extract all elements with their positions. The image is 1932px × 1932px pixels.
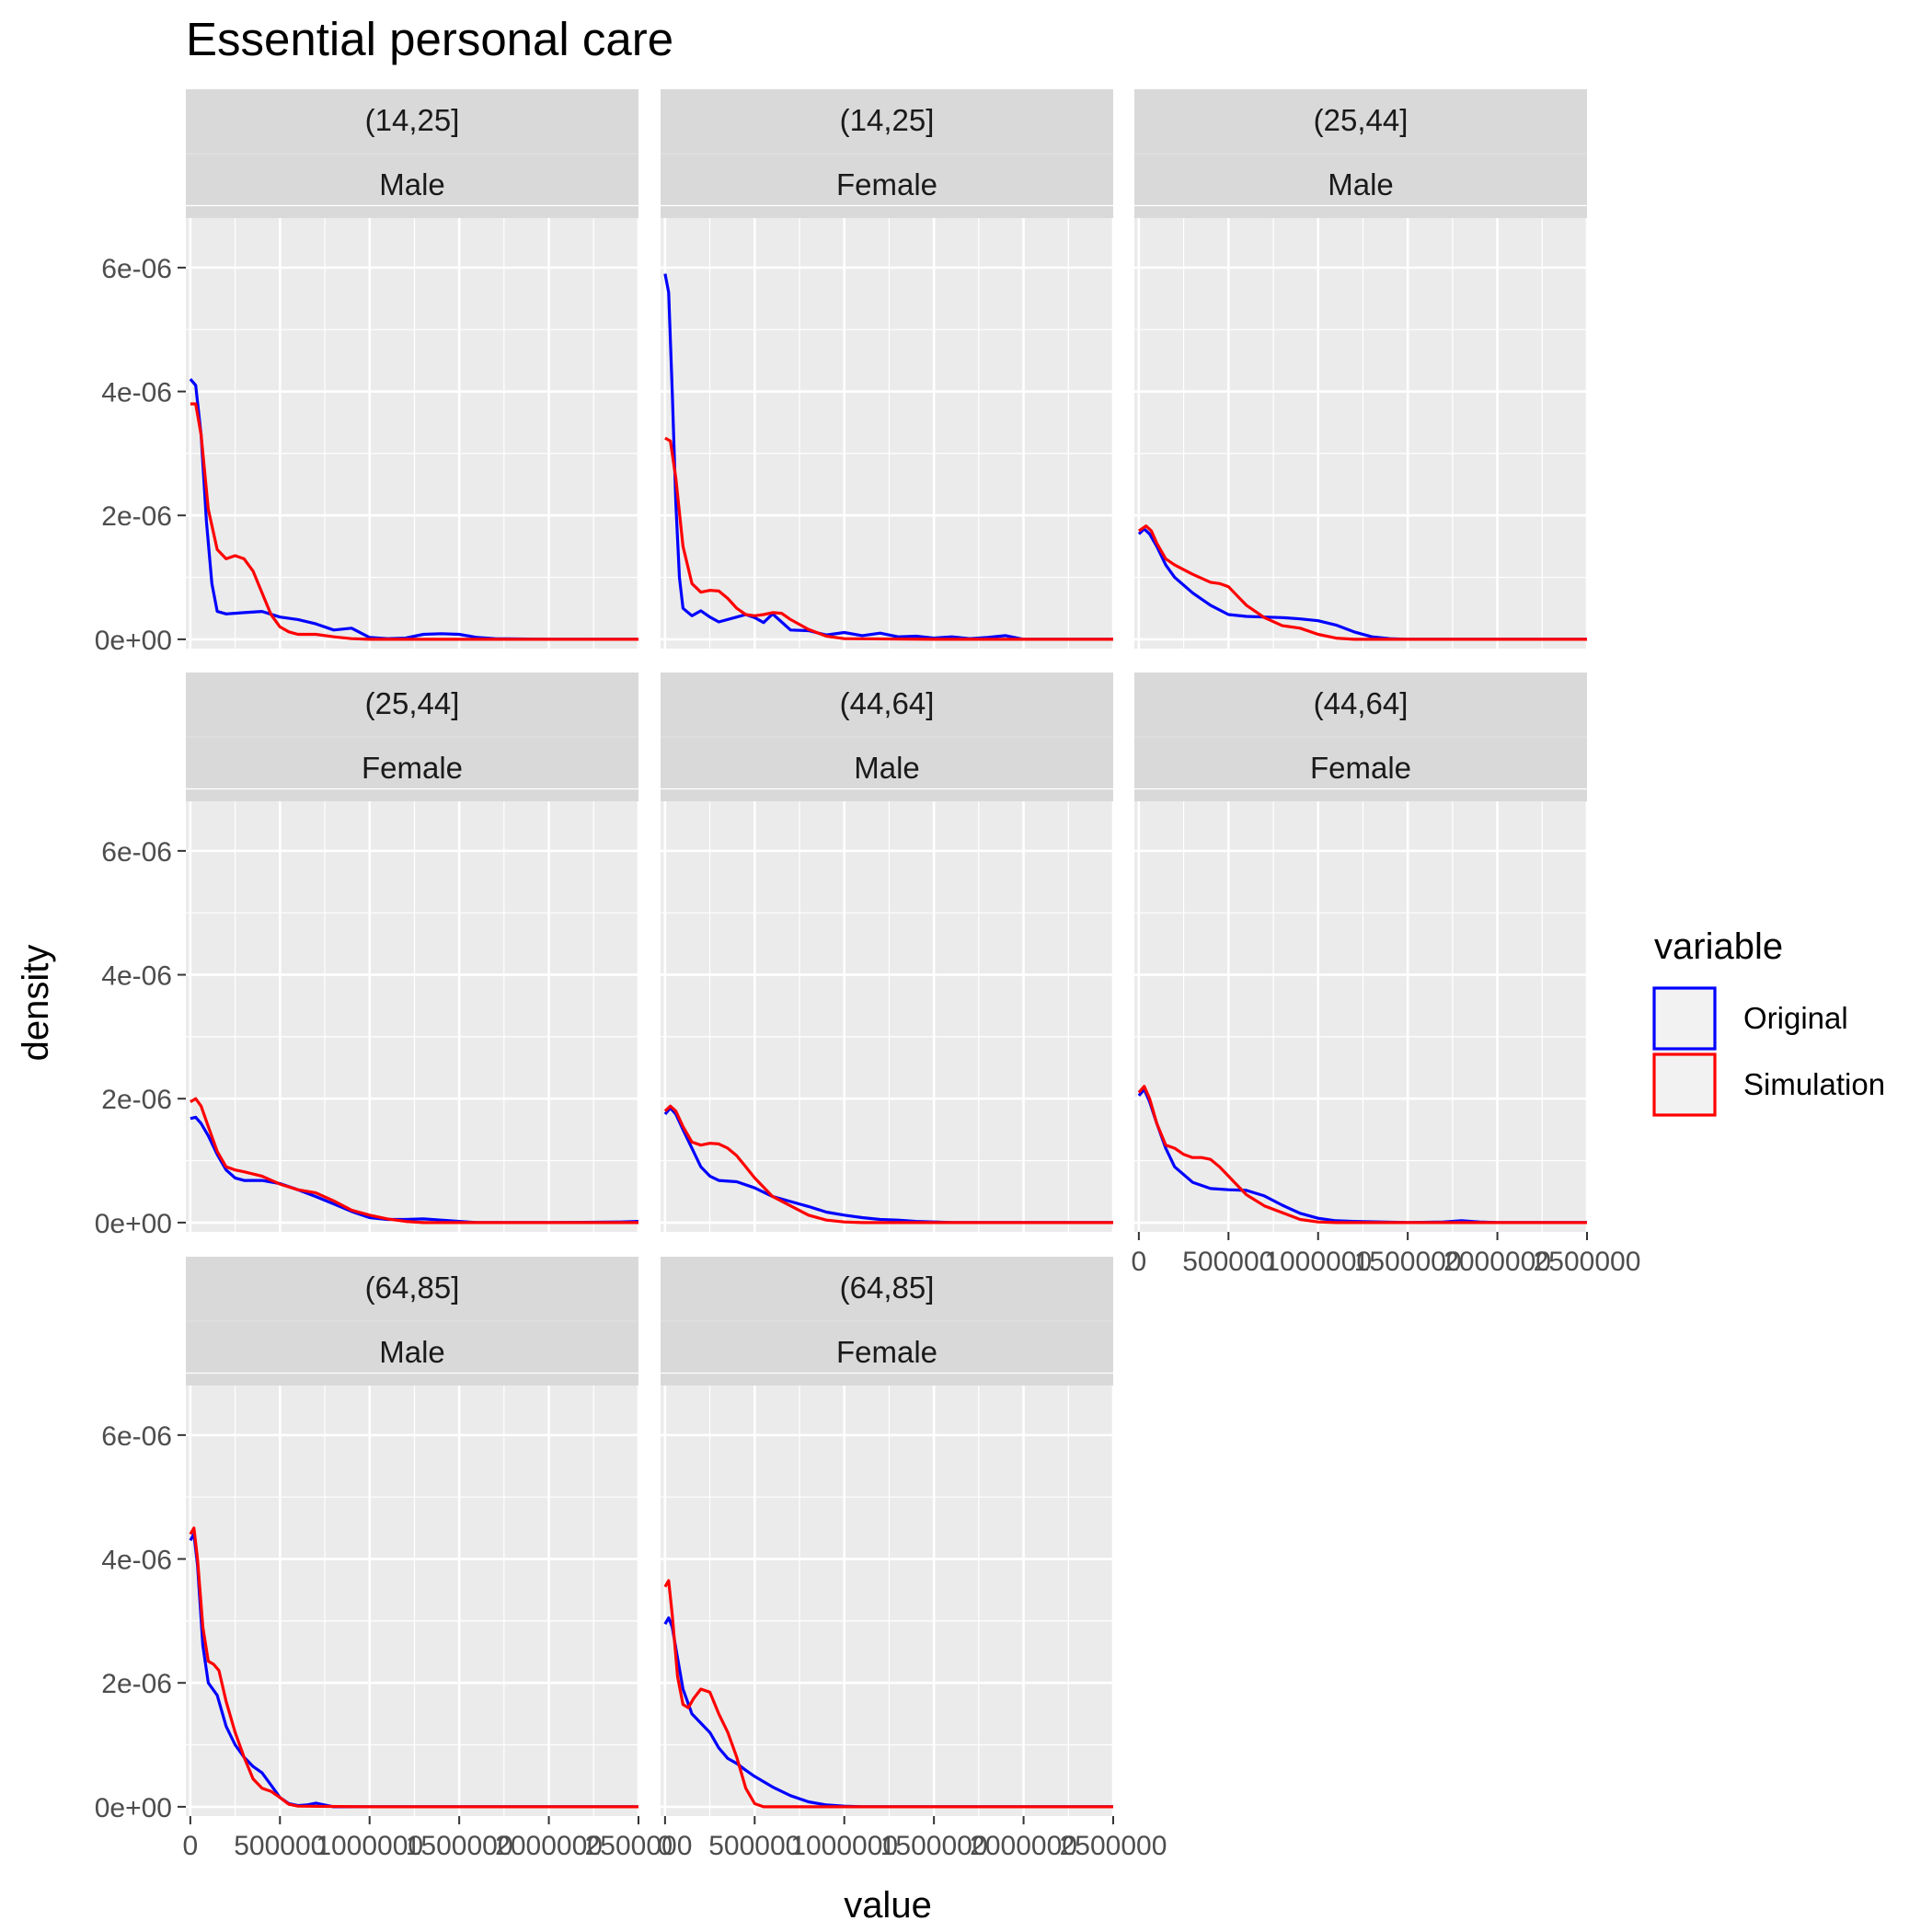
- x-tick-label: 1000000: [316, 1831, 423, 1861]
- facet-panel: (44,64] Female 0 50000010000001500000200000…: [1132, 673, 1641, 1277]
- legend-key-simulation: [1652, 1052, 1717, 1117]
- strip-label-sex: Male: [379, 167, 445, 201]
- facet-panel: (25,44] Female 0e+00 2e-06 4e-06 6e-06: [95, 673, 640, 1239]
- panel-background: [186, 1386, 638, 1816]
- strip-label-age: (64,85]: [840, 1271, 935, 1305]
- strip-label-age: (64,85]: [365, 1271, 460, 1305]
- density-line-simulation: [190, 402, 638, 641]
- legend-title: variable: [1654, 926, 1783, 967]
- strip-label-age: (14,25]: [365, 103, 460, 137]
- x-tick-label: 0: [183, 1831, 199, 1861]
- legend-label-simulation: Simulation: [1743, 1067, 1885, 1101]
- y-tick-label: 6e-06: [101, 837, 172, 868]
- y-tick-label: 6e-06: [101, 254, 172, 284]
- density-line-original: [189, 378, 638, 641]
- y-tick-label: 4e-06: [101, 961, 172, 992]
- x-tick-label: 0: [1132, 1247, 1147, 1277]
- x-tick-label: 0: [658, 1831, 673, 1861]
- chart-title: Essential personal care: [186, 13, 673, 65]
- density-line-simulation: [1137, 1085, 1587, 1225]
- strip-label-sex: Male: [1328, 167, 1394, 201]
- x-tick-label: 2500000: [1060, 1831, 1167, 1861]
- y-axis-title: density: [16, 945, 56, 1062]
- x-tick-label: 1500000: [1354, 1247, 1462, 1277]
- y-tick-label: 0e+00: [95, 1793, 172, 1823]
- facet-panel: (14,25] Male 0e+00 2e-06 4e-06 6e-06: [95, 89, 640, 656]
- x-tick-label: 2000000: [970, 1831, 1077, 1861]
- y-tick-label: 4e-06: [101, 1546, 172, 1576]
- strip-label-age: (14,25]: [840, 103, 935, 137]
- legend-label-original: Original: [1743, 1001, 1848, 1035]
- density-line-original: [663, 273, 1113, 641]
- facet-panel: (14,25] Female: [661, 89, 1115, 649]
- legend: variable Original Simulation: [1652, 926, 1885, 1117]
- density-line-simulation: [190, 1097, 638, 1225]
- strip-label-age: (25,44]: [1314, 103, 1409, 137]
- x-tick-label: 2500000: [585, 1831, 693, 1861]
- strip-label-sex: Female: [1310, 751, 1411, 785]
- strip-label-sex: Female: [362, 751, 463, 785]
- x-tick-label: 500000: [234, 1831, 326, 1861]
- x-tick-label: 1500000: [406, 1831, 513, 1861]
- panel-background: [661, 218, 1113, 649]
- strip-label-sex: Male: [379, 1335, 445, 1369]
- panel-background: [186, 801, 638, 1232]
- strip-label-age: (44,64]: [840, 686, 935, 720]
- density-line-simulation: [189, 1526, 638, 1809]
- legend-entries: Original Simulation: [1652, 986, 1885, 1117]
- y-tick-label: 2e-06: [101, 501, 172, 532]
- x-tick-label: 2000000: [495, 1831, 603, 1861]
- y-tick-label: 0e+00: [95, 626, 172, 656]
- panel-background: [186, 218, 638, 649]
- facet-panel: (44,64] Male: [661, 673, 1115, 1232]
- x-tick-label: 1500000: [880, 1831, 988, 1861]
- x-axis-title: value: [844, 1885, 932, 1926]
- y-tick-label: 0e+00: [95, 1209, 172, 1239]
- x-tick-label: 500000: [708, 1831, 800, 1861]
- panel-background: [1134, 218, 1587, 649]
- facet-panels: (14,25] Male 0e+00 2e-06 4e-06 6e-06 (14,25] Fe…: [95, 89, 1641, 1861]
- panel-background: [661, 1386, 1113, 1816]
- x-tick-label: 2000000: [1443, 1247, 1551, 1277]
- x-tick-label: 1000000: [1264, 1247, 1372, 1277]
- density-line-simulation: [663, 1104, 1113, 1225]
- y-tick-label: 2e-06: [101, 1669, 172, 1699]
- facet-panel: (25,44] Male: [1134, 89, 1589, 649]
- panel-background: [661, 801, 1113, 1232]
- density-line-original: [189, 1532, 638, 1809]
- x-tick-label: 500000: [1182, 1247, 1274, 1277]
- density-line-simulation: [664, 436, 1113, 641]
- density-line-simulation: [1137, 524, 1587, 641]
- strip-label-sex: Female: [836, 1335, 937, 1369]
- y-tick-label: 6e-06: [101, 1421, 172, 1452]
- x-tick-label: 2500000: [1534, 1247, 1641, 1277]
- legend-key-original: [1652, 986, 1717, 1051]
- x-tick-label: 1000000: [790, 1831, 898, 1861]
- facet-panel: (64,85] Male 0e+00 2e-06 4e-06 6e-06 0 50000010…: [95, 1257, 693, 1861]
- y-tick-label: 2e-06: [101, 1085, 172, 1115]
- panel-background: [1134, 801, 1587, 1232]
- strip-label-age: (44,64]: [1314, 686, 1409, 720]
- density-line-simulation: [663, 1579, 1113, 1809]
- strip-label-age: (25,44]: [365, 686, 460, 720]
- facet-panel: (64,85] Female 0 50000010000001500000200000…: [658, 1257, 1167, 1861]
- strip-label-sex: Female: [836, 167, 937, 201]
- y-tick-label: 4e-06: [101, 378, 172, 408]
- strip-label-sex: Male: [854, 751, 920, 785]
